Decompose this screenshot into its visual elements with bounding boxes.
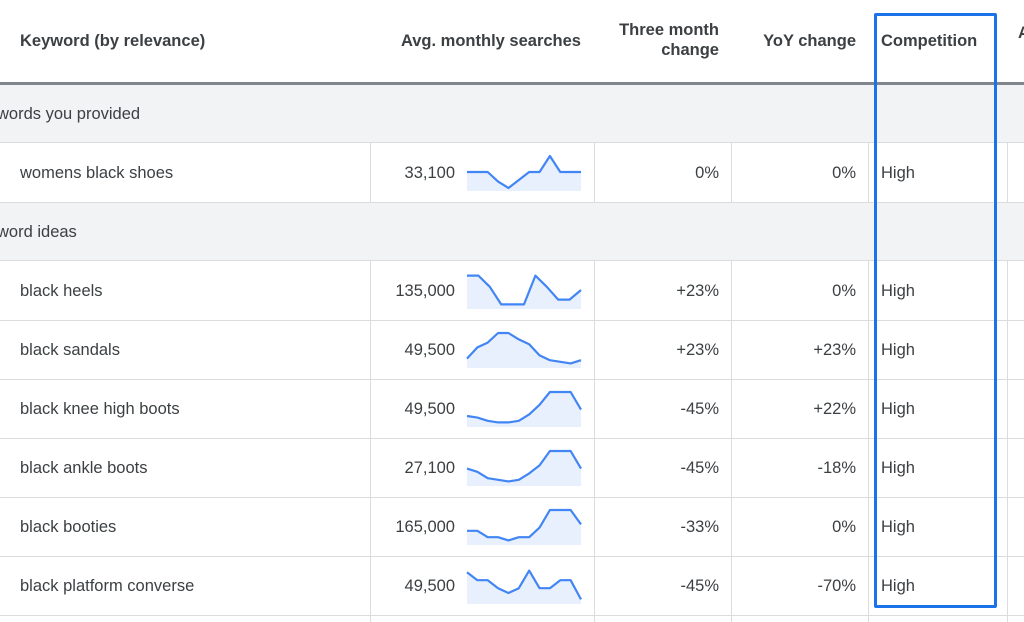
trend-sparkline[interactable] [466, 330, 582, 368]
avg-monthly-searches-cell: 49,500 [404, 341, 455, 359]
table-row[interactable]: womens black shoes 33,100 0% 0% High [0, 144, 1024, 203]
trend-sparkline[interactable] [466, 448, 582, 486]
keyword-cell[interactable]: black booties [20, 518, 117, 536]
group-row-ideas: word ideas [0, 203, 1024, 261]
sparkline-area [467, 510, 581, 545]
table-row[interactable]: black platform converse 49,500 -45% -70% Hig… [0, 557, 1024, 616]
keyword-cell[interactable]: black heels [20, 282, 103, 300]
trend-sparkline[interactable] [466, 389, 582, 427]
sparkline-area [467, 275, 581, 309]
column-divider [594, 0, 595, 622]
avg-monthly-searches-cell: 33,100 [404, 164, 455, 182]
yoy-change-cell: -70% [817, 577, 856, 595]
sparkline-area [467, 451, 581, 486]
header-three-month-line2: change [661, 41, 719, 59]
table-row[interactable]: black ankle boots 27,100 -45% -18% High [0, 439, 1024, 498]
column-divider [731, 0, 732, 622]
competition-cell: High [881, 400, 915, 418]
avg-monthly-searches-cell: 27,100 [404, 459, 455, 477]
header-three-month-line1: Three month [619, 21, 719, 39]
yoy-change-cell: +23% [813, 341, 856, 359]
yoy-change-cell: 0% [832, 518, 856, 536]
table-row[interactable]: black booties 165,000 -33% 0% High [0, 498, 1024, 557]
sparkline-line [466, 449, 582, 483]
three-month-change-cell: +23% [676, 341, 719, 359]
trend-sparkline[interactable] [466, 507, 582, 545]
trend-sparkline[interactable] [466, 566, 582, 604]
keyword-cell[interactable]: black sandals [20, 341, 120, 359]
keyword-cell[interactable]: black knee high boots [20, 400, 180, 418]
sparkline-line [466, 331, 582, 365]
trend-sparkline[interactable] [466, 153, 582, 191]
avg-monthly-searches-cell: 49,500 [404, 577, 455, 595]
header-next-column-partial[interactable]: A [1018, 24, 1024, 42]
trend-sparkline[interactable] [466, 271, 582, 309]
sparkline-line [467, 154, 581, 190]
header-competition[interactable]: Competition [881, 32, 978, 50]
three-month-change-cell: -45% [680, 577, 719, 595]
competition-cell: High [881, 164, 915, 182]
sparkline-line [467, 508, 582, 542]
three-month-change-cell: -33% [680, 518, 719, 536]
header-three-month-change[interactable]: Three month change [619, 20, 719, 60]
column-divider [868, 0, 869, 622]
yoy-change-cell: +22% [813, 400, 856, 418]
three-month-change-cell: 0% [695, 164, 719, 182]
group-label: word ideas [0, 223, 77, 241]
yoy-change-cell: -18% [817, 459, 856, 477]
keyword-cell[interactable]: black platform converse [20, 577, 195, 595]
three-month-change-cell: +23% [676, 282, 719, 300]
column-divider [370, 0, 371, 622]
sparkline-line [467, 274, 582, 306]
group-row-provided: words you provided [0, 85, 1024, 143]
avg-monthly-searches-cell: 49,500 [404, 400, 455, 418]
competition-cell: High [881, 341, 915, 359]
table-row[interactable]: black sandals 49,500 +23% +23% High [0, 321, 1024, 380]
column-divider [1007, 0, 1008, 622]
header-keyword[interactable]: Keyword (by relevance) [20, 32, 206, 50]
avg-monthly-searches-cell: 165,000 [395, 518, 455, 536]
three-month-change-cell: -45% [680, 459, 719, 477]
sparkline-line [466, 569, 582, 600]
three-month-change-cell: -45% [680, 400, 719, 418]
keyword-cell[interactable]: black ankle boots [20, 459, 148, 477]
competition-cell: High [881, 518, 915, 536]
sparkline-area [467, 156, 581, 191]
header-yoy-change[interactable]: YoY change [763, 32, 856, 50]
group-label: words you provided [0, 105, 141, 123]
sparkline-line [466, 390, 582, 424]
competition-cell: High [881, 459, 915, 477]
yoy-change-cell: 0% [832, 164, 856, 182]
competition-column-highlight [874, 13, 997, 608]
table-row[interactable]: black knee high boots 49,500 -45% +22% High [0, 380, 1024, 439]
yoy-change-cell: 0% [832, 282, 856, 300]
header-divider [0, 82, 1024, 85]
sparkline-area [467, 333, 581, 368]
keyword-cell[interactable]: womens black shoes [20, 164, 174, 182]
sparkline-area [467, 392, 581, 427]
competition-cell: High [881, 282, 915, 300]
avg-monthly-searches-cell: 135,000 [395, 282, 455, 300]
table-header: Keyword (by relevance) Avg. monthly sear… [0, 0, 1024, 82]
competition-cell: High [881, 577, 915, 595]
table-row[interactable]: black heels 135,000 +23% 0% High [0, 262, 1024, 321]
header-avg-monthly-searches[interactable]: Avg. monthly searches [400, 32, 581, 50]
sparkline-area [467, 570, 581, 604]
